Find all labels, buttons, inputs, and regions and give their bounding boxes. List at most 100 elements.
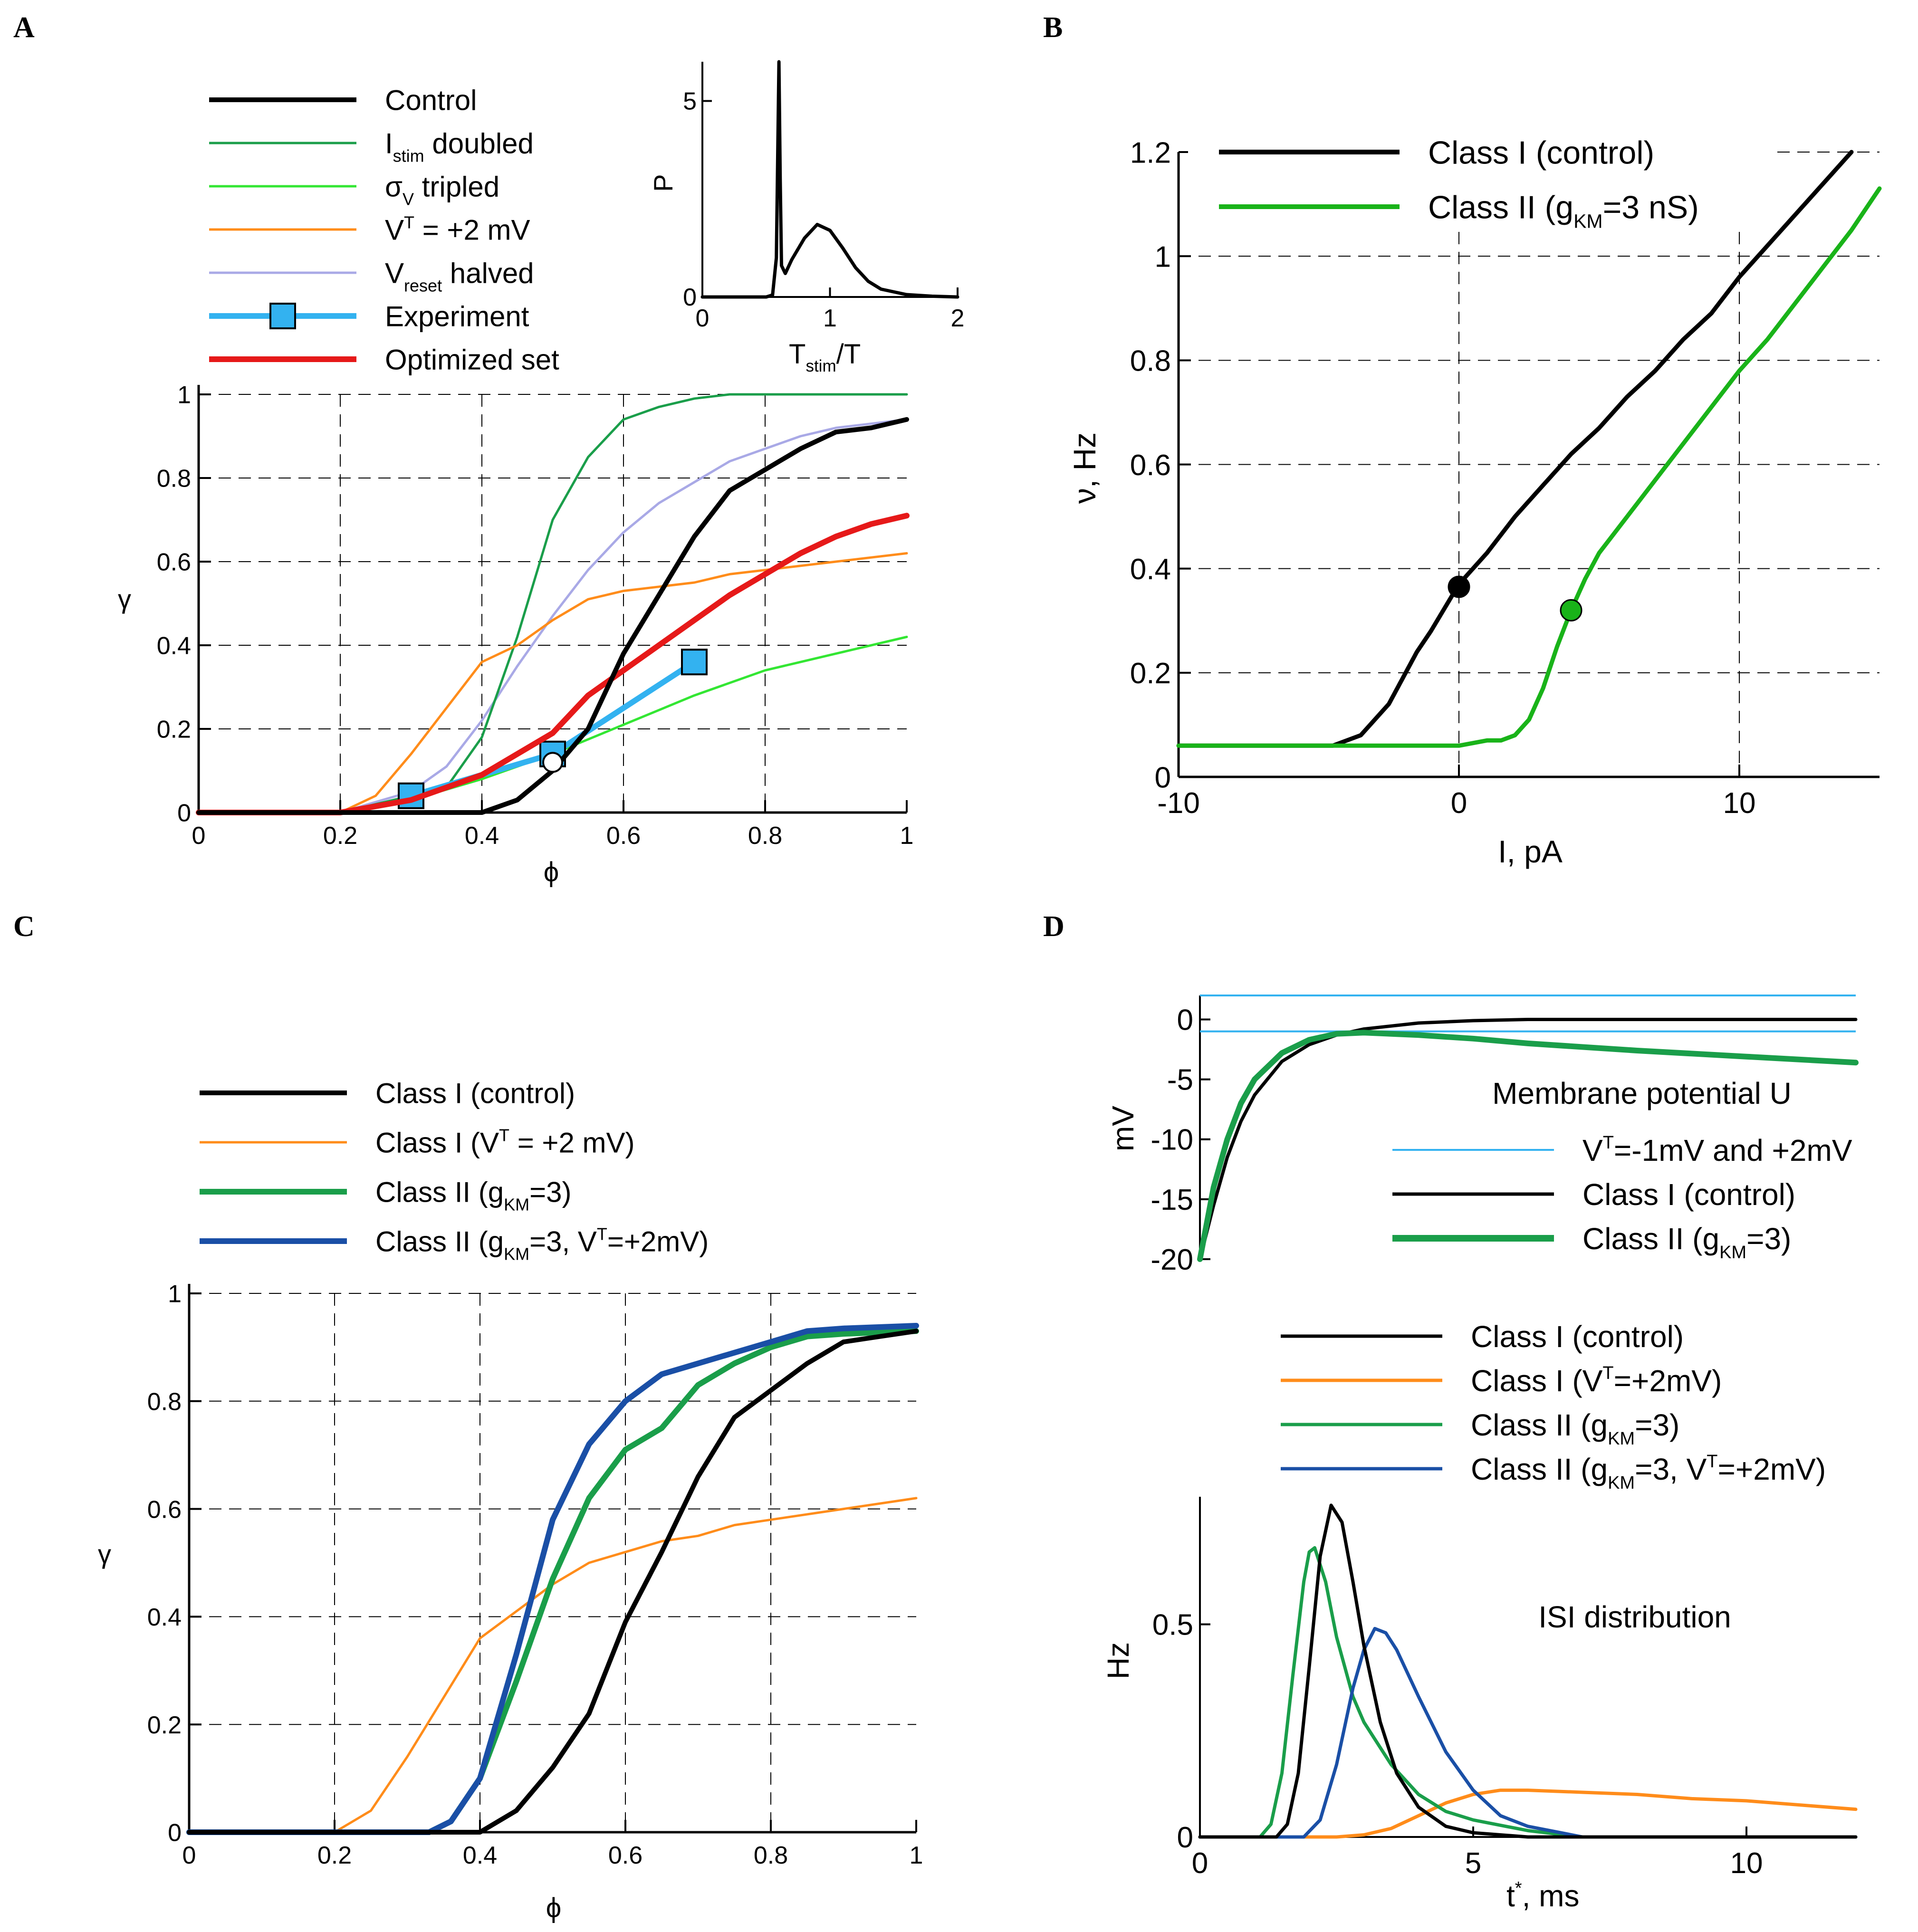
y-tick-label: 0.4 [1130, 553, 1171, 586]
series-line [1176, 150, 1854, 748]
x-tick-label: 0 [1451, 787, 1467, 820]
inset-series-line [700, 60, 959, 299]
inset-y-tick-label: 0 [683, 284, 697, 311]
open-point [542, 752, 563, 773]
panel-label-d: D [1043, 910, 1064, 943]
x-axis-label: ϕ [544, 857, 559, 888]
x-tick-label: 0 [1192, 1847, 1208, 1880]
y-axis-label: γ [98, 1539, 111, 1569]
x-tick-label: 10 [1723, 787, 1756, 820]
series-line [197, 552, 908, 814]
series-line [1198, 1546, 1858, 1839]
legend-label: Vreset halved [385, 258, 534, 296]
y-axis-label: ν, Hz [1067, 432, 1102, 504]
y-tick-label: -20 [1151, 1243, 1193, 1276]
y-axis-label: Hz [1101, 1642, 1135, 1679]
x-tick-label: 0.6 [606, 822, 641, 850]
operating-point [1560, 599, 1582, 622]
y-axis-label: mV [1106, 1106, 1140, 1151]
panel-d-isi: 0 5 10 0 0.5 ISI distribution Hz t*, ms Class I … [1101, 1320, 1858, 1913]
x-tick-label: 10 [1730, 1847, 1763, 1880]
series-line [188, 1497, 918, 1834]
plot-title: Membrane potential U [1492, 1076, 1792, 1110]
inset-x-axis-label: Tstim/T [789, 339, 861, 375]
legend-label: Class I (VT=+2mV) [1471, 1363, 1722, 1398]
y-tick-label: -15 [1151, 1184, 1193, 1216]
legend-label: Class II (gKM=3 nS) [1428, 189, 1699, 232]
legend-marker [269, 303, 296, 329]
legend-label: Class I (control) [1471, 1320, 1684, 1354]
legend-label: Class I (VT = +2 mV) [375, 1126, 634, 1159]
y-tick-label: 1 [177, 382, 191, 409]
y-tick-label: 0.4 [147, 1604, 182, 1631]
experiment-marker [681, 649, 708, 676]
series-line [1198, 1503, 1858, 1839]
legend-label: Class II (gKM=3) [1471, 1408, 1679, 1449]
series-line [197, 635, 908, 814]
y-tick-label: 0.2 [157, 716, 191, 744]
y-tick-label: 1 [1155, 240, 1171, 273]
series-line [1176, 186, 1882, 748]
y-tick-label: 0.6 [1130, 449, 1171, 482]
series-line [187, 1329, 919, 1835]
inset-x-tick-label: 0 [696, 305, 710, 332]
legend-label: Class I (control) [375, 1078, 575, 1109]
inset-y-tick-label: 5 [683, 88, 697, 115]
series-line [186, 1328, 919, 1835]
y-tick-label: 1 [168, 1281, 182, 1308]
x-tick-label: 0.8 [754, 1842, 788, 1869]
x-tick-label: 0.2 [323, 822, 357, 850]
x-axis-label: ϕ [546, 1893, 561, 1923]
legend-label: Class II (gKM=3, VT=+2mV) [1471, 1452, 1826, 1493]
y-tick-label: 0.2 [147, 1712, 182, 1739]
y-tick-label: 0.6 [147, 1496, 182, 1523]
x-tick-label: 1 [910, 1842, 923, 1869]
series-line [196, 513, 910, 815]
legend-label: Control [385, 85, 477, 116]
y-tick-label: 0.8 [157, 465, 191, 493]
y-tick-label: 0.6 [157, 549, 191, 576]
legend-label: VT=-1mV and +2mV [1582, 1133, 1852, 1167]
x-axis-label: t*, ms [1506, 1878, 1579, 1913]
panel-label-b: B [1043, 11, 1063, 44]
y-tick-label: 1.2 [1130, 136, 1171, 169]
series-line [1197, 1030, 1859, 1262]
inset-y-axis-label: P [648, 174, 678, 191]
legend-label: Class II (gKM=3) [375, 1176, 571, 1215]
y-axis-label: γ [118, 584, 131, 614]
inset-x-tick-label: 1 [823, 305, 837, 332]
x-tick-label: 0.2 [317, 1842, 352, 1869]
y-tick-label: 0 [1155, 761, 1171, 794]
legend-label: Class II (gKM=3) [1582, 1222, 1791, 1262]
legend-label: Class I (control) [1582, 1177, 1795, 1212]
operating-point [1448, 575, 1470, 598]
x-axis-label: I, pA [1498, 834, 1563, 869]
series-line [196, 417, 909, 815]
panel-d-membrane: -20 -15 -10 -5 0 Membrane potential U mV VT=-1m… [1106, 995, 1859, 1276]
inset-x-tick-label: 2 [951, 305, 965, 332]
legend-label: Optimized set [385, 344, 559, 376]
x-tick-label: 5 [1465, 1847, 1481, 1880]
y-tick-label: 0 [177, 800, 191, 827]
y-tick-label: 0.2 [1130, 657, 1171, 690]
panel-label-a: A [13, 11, 35, 44]
plot-title: ISI distribution [1538, 1600, 1731, 1634]
y-tick-label: 0.5 [1152, 1609, 1193, 1642]
legend-label: σV tripled [385, 171, 499, 209]
x-tick-label: 0.4 [465, 822, 499, 850]
y-tick-label: -5 [1167, 1064, 1193, 1097]
x-tick-label: 0.4 [463, 1842, 497, 1869]
legend-label: Istim doubled [385, 128, 534, 166]
x-tick-label: 0 [192, 822, 206, 850]
panel-c: 0 0.2 0.4 0.6 0.8 1 0 0.2 0.4 0.6 0.8 1 ϕ γ Class I (c… [98, 1078, 923, 1923]
x-tick-label: 0 [182, 1842, 196, 1869]
legend-label: VT = +2 mV [385, 213, 530, 246]
legend-label: Experiment [385, 301, 529, 333]
y-tick-label: 0 [1177, 1821, 1193, 1854]
y-tick-label: 0 [168, 1819, 182, 1847]
panel-a: 0 0.2 0.4 0.6 0.8 1 0 0.2 0.4 0.6 0.8 1 ϕ γ Control Ist… [118, 85, 913, 888]
legend-label: Class II (gKM=3, VT=+2mV) [375, 1224, 709, 1264]
legend-label: Class I (control) [1428, 134, 1654, 171]
